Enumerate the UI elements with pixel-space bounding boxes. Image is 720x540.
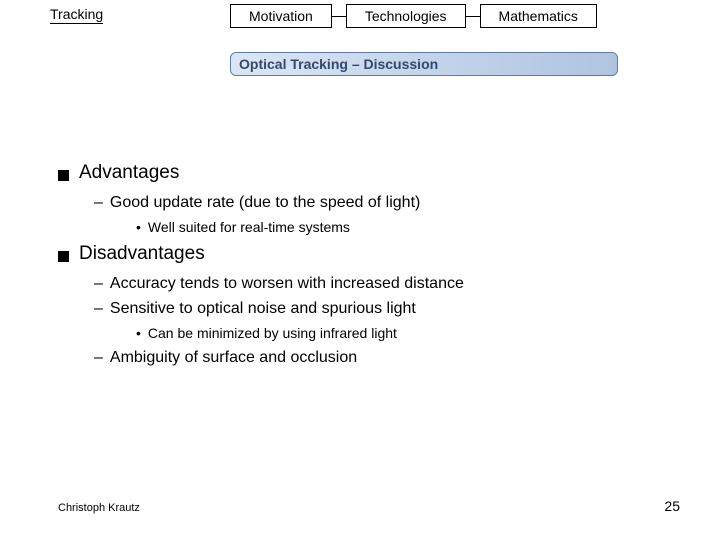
- bullet-lvl3: • Can be minimized by using infrared lig…: [136, 325, 680, 341]
- bullet-lvl2: – Good update rate (due to the speed of …: [94, 194, 680, 212]
- dot-bullet-icon: •: [136, 325, 141, 341]
- lvl1-text: Disadvantages: [79, 243, 205, 265]
- lvl2-text: Accuracy tends to worsen with increased …: [110, 275, 464, 293]
- tab-connector: [332, 16, 346, 17]
- tab-mathematics: Mathematics: [480, 4, 597, 28]
- lvl2-text: Good update rate (due to the speed of li…: [110, 194, 420, 212]
- section-label: Tracking: [50, 6, 103, 24]
- bullet-lvl2: – Ambiguity of surface and occlusion: [94, 349, 680, 367]
- lvl3-text: Can be minimized by using infrared light: [148, 325, 397, 341]
- author-name: Christoph Krautz: [58, 502, 140, 514]
- square-bullet-icon: [58, 251, 69, 262]
- footer: Christoph Krautz 25: [58, 498, 680, 514]
- bullet-lvl2: – Accuracy tends to worsen with increase…: [94, 275, 680, 293]
- dash-bullet-icon: –: [94, 349, 103, 367]
- tab-connector: [466, 16, 480, 17]
- square-bullet-icon: [58, 170, 69, 181]
- slide-title: Optical Tracking – Discussion: [230, 52, 618, 76]
- page-number: 25: [664, 498, 680, 514]
- lvl2-text: Sensitive to optical noise and spurious …: [110, 300, 416, 318]
- dash-bullet-icon: –: [94, 300, 103, 318]
- lvl1-text: Advantages: [79, 162, 179, 184]
- bullet-lvl1: Advantages: [58, 162, 680, 184]
- dash-bullet-icon: –: [94, 275, 103, 293]
- tabs-row: Motivation Technologies Mathematics: [230, 4, 597, 28]
- tab-technologies: Technologies: [346, 4, 466, 28]
- lvl2-text: Ambiguity of surface and occlusion: [110, 349, 357, 367]
- dot-bullet-icon: •: [136, 219, 141, 235]
- content-area: Advantages – Good update rate (due to th…: [58, 162, 680, 374]
- dash-bullet-icon: –: [94, 194, 103, 212]
- bullet-lvl1: Disadvantages: [58, 243, 680, 265]
- bullet-lvl2: – Sensitive to optical noise and spuriou…: [94, 300, 680, 318]
- lvl3-text: Well suited for real-time systems: [148, 219, 350, 235]
- tab-motivation: Motivation: [230, 4, 332, 28]
- bullet-lvl3: • Well suited for real-time systems: [136, 219, 680, 235]
